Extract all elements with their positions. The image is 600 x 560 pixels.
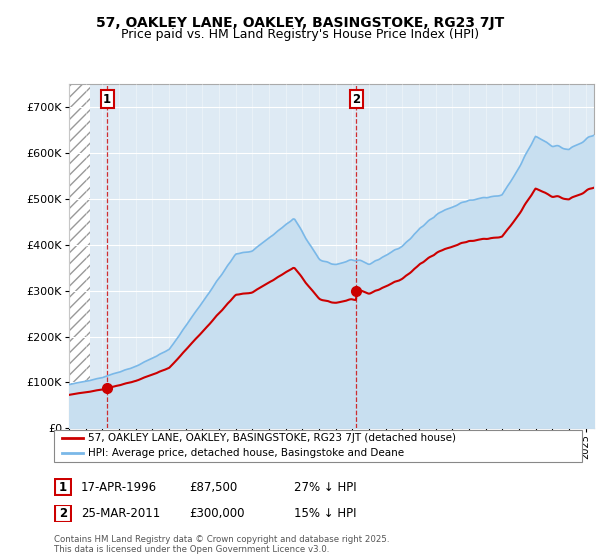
FancyBboxPatch shape [55, 479, 71, 495]
Text: 2: 2 [352, 92, 360, 106]
Text: £300,000: £300,000 [189, 507, 245, 520]
Text: HPI: Average price, detached house, Basingstoke and Deane: HPI: Average price, detached house, Basi… [88, 448, 404, 458]
Text: 15% ↓ HPI: 15% ↓ HPI [294, 507, 356, 520]
Text: 17-APR-1996: 17-APR-1996 [81, 480, 157, 494]
Text: 27% ↓ HPI: 27% ↓ HPI [294, 480, 356, 494]
Text: 1: 1 [59, 480, 67, 494]
Text: 57, OAKLEY LANE, OAKLEY, BASINGSTOKE, RG23 7JT (detached house): 57, OAKLEY LANE, OAKLEY, BASINGSTOKE, RG… [88, 433, 457, 444]
Text: 1: 1 [103, 92, 111, 106]
Text: Contains HM Land Registry data © Crown copyright and database right 2025.
This d: Contains HM Land Registry data © Crown c… [54, 535, 389, 554]
Text: 25-MAR-2011: 25-MAR-2011 [81, 507, 160, 520]
FancyBboxPatch shape [54, 430, 582, 462]
Text: £87,500: £87,500 [189, 480, 237, 494]
Bar [69, 84, 90, 428]
Text: Price paid vs. HM Land Registry's House Price Index (HPI): Price paid vs. HM Land Registry's House … [121, 28, 479, 41]
Text: 2: 2 [59, 507, 67, 520]
FancyBboxPatch shape [55, 506, 71, 521]
Text: 57, OAKLEY LANE, OAKLEY, BASINGSTOKE, RG23 7JT: 57, OAKLEY LANE, OAKLEY, BASINGSTOKE, RG… [96, 16, 504, 30]
